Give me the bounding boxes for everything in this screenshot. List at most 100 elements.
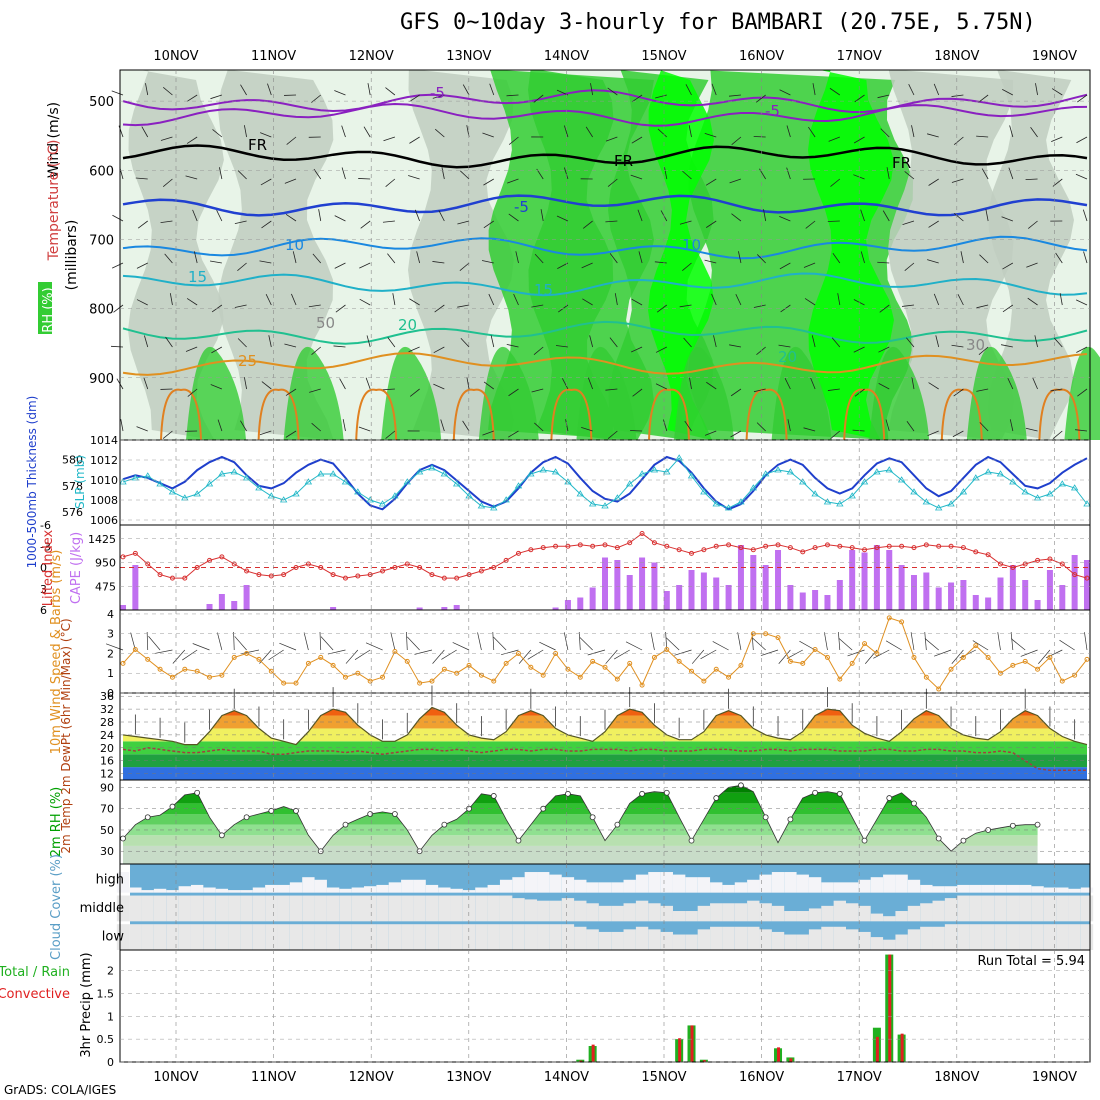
contour-label: 10 [682,236,701,254]
wind10-point [775,635,781,641]
cloud-clear-segment [1068,924,1081,950]
cape-bar [552,607,559,610]
upper-wind-barb [259,430,272,436]
wind10-barb [1038,649,1051,665]
cape-bar [985,597,992,610]
cloud-clear-segment [178,895,191,922]
cloud-clear-segment [574,879,587,893]
upper-wind-barb [587,377,594,390]
upper-wind-barb [689,377,692,390]
upper-wind-barb [531,388,544,393]
li-point [960,545,966,551]
upper-wind-barb [217,419,223,432]
cloud-clear-segment [759,903,772,922]
contour-label: 25 [238,352,257,370]
cloud-clear-segment [635,926,649,950]
cloud-clear-segment [784,934,797,950]
upper-wind-barb [483,220,494,229]
cloud-clear-segment [821,882,834,893]
precip-conv-bar [777,1047,781,1062]
wind10-barb [1059,639,1075,651]
cloud-clear-segment [944,924,958,950]
li-point [577,542,583,548]
li-point [256,572,262,578]
cloud-clear-segment [1019,884,1032,893]
upper-wind-barb [854,94,865,103]
cloud-clear-segment [1006,884,1020,893]
upper-wind-barb [489,83,495,96]
upper-wind-barb [854,388,865,397]
cloud-clear-segment [771,931,785,950]
upper-wind-barb [482,132,494,138]
cloud-clear-segment [648,872,661,893]
wind10-point [960,654,966,660]
cloud-ylabel: Cloud Cover (%) [49,854,64,960]
rh-plume-5 [674,346,734,440]
temp2m-ylabel: 2m Temp 2m DewPt (6hr Min/Max) (°C) [59,618,73,853]
upper-wind-barb [308,304,321,308]
li-point [157,572,163,578]
cloud-clear-segment [685,934,698,950]
wind10-barb [838,632,841,651]
upper-wind-barb [682,262,692,271]
upper-wind-barb [562,378,569,390]
wind10-barb [477,632,482,651]
cloud-clear-segment [710,882,723,893]
slp-point [514,482,523,489]
upper-wind-barb [382,388,395,391]
contour-line-4 [122,235,1088,260]
upper-wind-barb [878,346,890,353]
temp-loop-1 [257,388,300,441]
upper-wind-barb [706,381,717,390]
rh-band [123,824,1038,836]
slp-tick: 1010 [90,474,118,487]
contour-line-1 [122,102,1088,127]
cape-tick: 950 [95,557,116,570]
cape-bar [713,577,720,610]
li-point [763,543,769,549]
li-point [614,545,620,551]
cloud-clear-segment [1068,888,1081,893]
cloud-clear-segment [228,924,241,950]
li-point [169,575,175,581]
slp-point [799,478,807,485]
cloud-clear-segment [561,877,575,893]
upper-wind-barb [738,251,742,264]
upper-wind-barb [1077,94,1088,103]
cloud-clear-segment [969,895,982,922]
thickness-line [122,455,1088,511]
cloud-clear-segment [586,903,599,922]
wind10-barb [319,632,322,651]
upper-wind-barb [265,294,272,306]
cloud-clear-segment [537,924,550,950]
wind10-barb [674,649,692,656]
panel-border-thick [119,439,1091,526]
cloud-clear-segment [660,931,673,950]
date-label-bottom: 17NOV [837,1070,882,1085]
wind10-point [132,647,138,653]
slp-point [317,470,325,477]
cape-bar [626,575,633,610]
cloud-clear-segment [771,872,785,893]
cloud-clear-segment [722,884,735,893]
wind10-barb [234,636,247,651]
wind10-point [207,674,213,680]
cloud-clear-segment [747,926,760,950]
rh2m-point [663,789,670,796]
upper-wind-barb [638,251,643,264]
cloud-clear-segment [883,874,896,893]
contour-label: 15 [188,268,207,286]
precip-tick: 0.5 [97,1033,115,1046]
temp-loop-4 [550,388,593,441]
cloud-clear-segment [166,895,179,922]
li-point [1084,575,1090,581]
cloud-clear-segment [672,874,686,893]
upper-wind-barb [607,87,618,96]
cape-bar [948,582,955,610]
cloud-clear-segment [932,926,945,950]
upper-wind-barb [387,337,396,348]
li-point [404,561,410,567]
li-point [911,545,917,551]
upper-wind-barb [1009,125,1014,138]
cloud-clear-segment [252,924,266,950]
